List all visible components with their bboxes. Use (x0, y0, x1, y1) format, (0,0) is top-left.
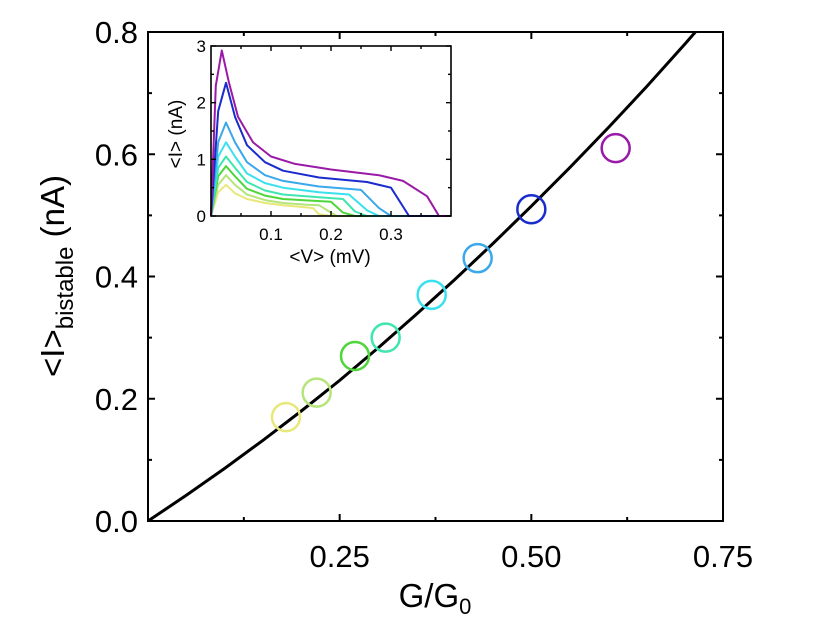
inset-series-line (210, 165, 451, 217)
y-tick-label: 0.4 (95, 260, 138, 295)
x-tick-label: 0.75 (693, 539, 753, 574)
data-point (270, 401, 302, 433)
data-point (301, 377, 332, 408)
inset-series-line (210, 183, 451, 217)
inset-series-line (210, 174, 451, 217)
main-plot: 0.25 0.50 0.75 0.0 0.2 0.4 0.6 0.8 G/G0 <I>bist… (34, 15, 753, 619)
inset-series-line (210, 81, 451, 217)
main-tick-labels: 0.25 0.50 0.75 0.0 0.2 0.4 0.6 0.8 (95, 15, 753, 574)
y-tick-label: 0.0 (95, 504, 138, 539)
inset-plot: 0.1 0.2 0.3 0 1 2 3 <V> (mV) <I> (nA) (166, 37, 452, 268)
inset-y-tick-label: 1 (197, 150, 206, 169)
data-point (462, 242, 493, 274)
inset-x-tick-label: 0.1 (259, 225, 283, 244)
data-point (600, 132, 631, 164)
inset-ticks (211, 45, 451, 217)
x-tick-label: 0.25 (309, 539, 369, 574)
inset-series-line (210, 155, 451, 217)
y-tick-label: 0.6 (95, 137, 138, 172)
inset-x-tick-label: 0.2 (319, 225, 343, 244)
x-axis-title: G/G0 (399, 577, 472, 619)
data-point (339, 340, 371, 372)
fit-line-path (147, 31, 697, 523)
data-point (416, 279, 447, 311)
inset-x-tick-label: 0.3 (379, 225, 403, 244)
inset-y-tick-label: 0 (197, 207, 206, 226)
data-point (516, 194, 547, 225)
inset-x-axis-title: <V> (mV) (289, 247, 370, 268)
x-tick-label: 0.50 (501, 539, 561, 574)
inset-y-axis-title: <I> (nA) (166, 100, 187, 169)
inset-y-tick-label: 2 (197, 94, 206, 113)
fit-line (147, 31, 697, 523)
inset-y-tick-label: 3 (197, 37, 206, 56)
inset-series-line (210, 49, 451, 217)
data-points (270, 132, 631, 433)
data-point (370, 322, 401, 353)
inset-series-line (210, 121, 451, 217)
y-axis-title: <I>bistable (nA) (34, 175, 79, 377)
y-tick-label: 0.8 (95, 15, 138, 50)
inset-tick-labels: 0.1 0.2 0.3 0 1 2 3 (197, 37, 403, 244)
inset-series (210, 49, 451, 217)
inset-series-line (210, 141, 451, 217)
y-tick-label: 0.2 (95, 382, 138, 417)
